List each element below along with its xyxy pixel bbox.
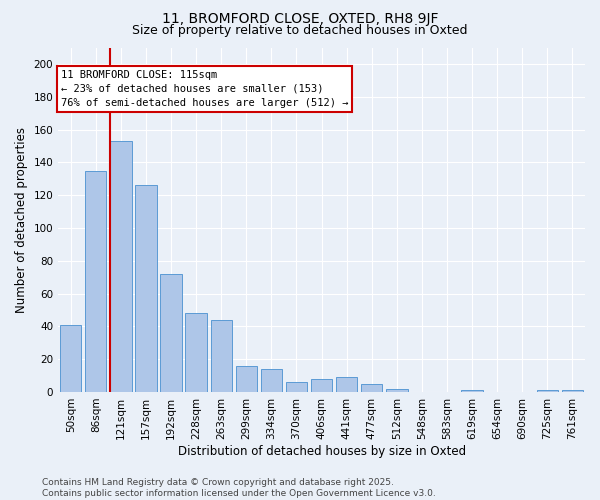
Bar	[211, 320, 232, 392]
Text: Contains HM Land Registry data © Crown copyright and database right 2025.
Contai: Contains HM Land Registry data © Crown c…	[42, 478, 436, 498]
Bar	[336, 377, 358, 392]
Bar	[236, 366, 257, 392]
Bar	[311, 379, 332, 392]
Text: 11, BROMFORD CLOSE, OXTED, RH8 9JF: 11, BROMFORD CLOSE, OXTED, RH8 9JF	[162, 12, 438, 26]
Bar	[85, 170, 106, 392]
Bar	[562, 390, 583, 392]
Bar	[110, 141, 131, 392]
Bar	[286, 382, 307, 392]
Bar	[386, 388, 407, 392]
Bar	[160, 274, 182, 392]
X-axis label: Distribution of detached houses by size in Oxted: Distribution of detached houses by size …	[178, 444, 466, 458]
Text: 11 BROMFORD CLOSE: 115sqm
← 23% of detached houses are smaller (153)
76% of semi: 11 BROMFORD CLOSE: 115sqm ← 23% of detac…	[61, 70, 349, 108]
Bar	[261, 369, 282, 392]
Bar	[361, 384, 382, 392]
Bar	[461, 390, 483, 392]
Bar	[185, 313, 207, 392]
Text: Size of property relative to detached houses in Oxted: Size of property relative to detached ho…	[132, 24, 468, 37]
Bar	[60, 324, 82, 392]
Bar	[136, 186, 157, 392]
Y-axis label: Number of detached properties: Number of detached properties	[15, 126, 28, 312]
Bar	[537, 390, 558, 392]
